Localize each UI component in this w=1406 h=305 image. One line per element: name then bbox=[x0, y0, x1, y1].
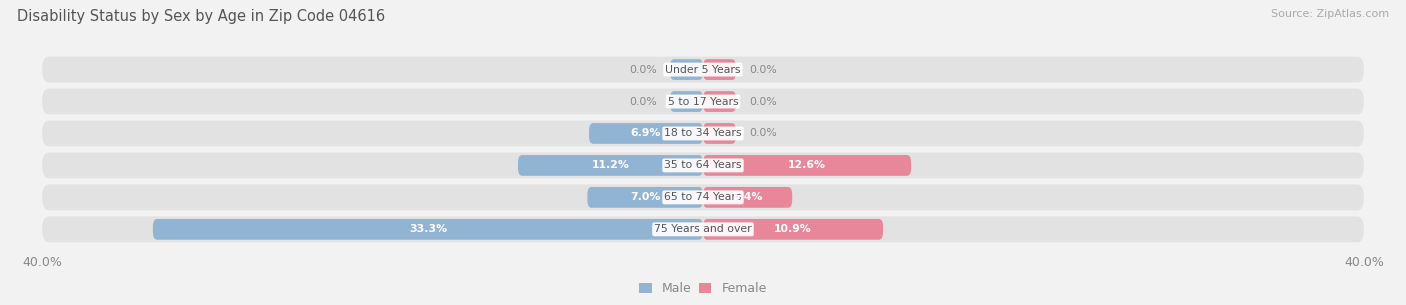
Text: 0.0%: 0.0% bbox=[749, 128, 778, 138]
FancyBboxPatch shape bbox=[703, 91, 737, 112]
FancyBboxPatch shape bbox=[703, 155, 911, 176]
FancyBboxPatch shape bbox=[153, 219, 703, 240]
Text: Source: ZipAtlas.com: Source: ZipAtlas.com bbox=[1271, 9, 1389, 19]
Text: 33.3%: 33.3% bbox=[409, 224, 447, 234]
Text: 5.4%: 5.4% bbox=[733, 192, 763, 203]
FancyBboxPatch shape bbox=[703, 219, 883, 240]
FancyBboxPatch shape bbox=[589, 123, 703, 144]
FancyBboxPatch shape bbox=[703, 187, 792, 208]
Text: 0.0%: 0.0% bbox=[749, 96, 778, 106]
FancyBboxPatch shape bbox=[517, 155, 703, 176]
Text: 10.9%: 10.9% bbox=[775, 224, 811, 234]
Text: 0.0%: 0.0% bbox=[628, 96, 657, 106]
FancyBboxPatch shape bbox=[703, 59, 737, 80]
Text: 65 to 74 Years: 65 to 74 Years bbox=[664, 192, 742, 203]
FancyBboxPatch shape bbox=[588, 187, 703, 208]
FancyBboxPatch shape bbox=[703, 123, 737, 144]
FancyBboxPatch shape bbox=[42, 120, 1364, 146]
Text: Under 5 Years: Under 5 Years bbox=[665, 65, 741, 74]
Legend: Male, Female: Male, Female bbox=[634, 277, 772, 300]
Text: 0.0%: 0.0% bbox=[749, 65, 778, 74]
Text: 12.6%: 12.6% bbox=[789, 160, 827, 170]
Text: 75 Years and over: 75 Years and over bbox=[654, 224, 752, 234]
FancyBboxPatch shape bbox=[42, 88, 1364, 114]
Text: 5 to 17 Years: 5 to 17 Years bbox=[668, 96, 738, 106]
Text: 11.2%: 11.2% bbox=[592, 160, 630, 170]
Text: 0.0%: 0.0% bbox=[628, 65, 657, 74]
Text: 6.9%: 6.9% bbox=[631, 128, 661, 138]
Text: Disability Status by Sex by Age in Zip Code 04616: Disability Status by Sex by Age in Zip C… bbox=[17, 9, 385, 24]
Text: 35 to 64 Years: 35 to 64 Years bbox=[664, 160, 742, 170]
FancyBboxPatch shape bbox=[669, 59, 703, 80]
FancyBboxPatch shape bbox=[42, 185, 1364, 210]
FancyBboxPatch shape bbox=[669, 91, 703, 112]
FancyBboxPatch shape bbox=[42, 216, 1364, 242]
FancyBboxPatch shape bbox=[42, 152, 1364, 178]
Text: 18 to 34 Years: 18 to 34 Years bbox=[664, 128, 742, 138]
Text: 7.0%: 7.0% bbox=[630, 192, 661, 203]
FancyBboxPatch shape bbox=[42, 57, 1364, 83]
